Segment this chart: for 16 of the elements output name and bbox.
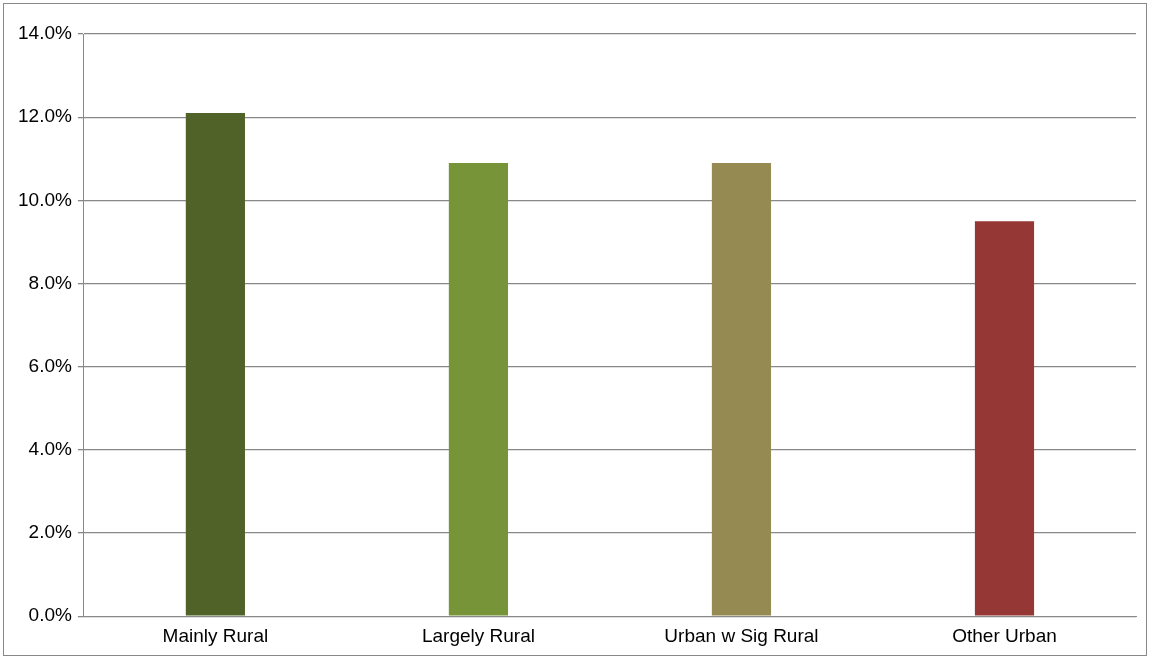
x-tick-label: Urban w Sig Rural	[664, 624, 819, 646]
bar	[448, 162, 509, 616]
x-tick-label: Mainly Rural	[162, 624, 269, 646]
y-tick-label: 2.0%	[28, 521, 72, 543]
bar	[185, 113, 245, 616]
y-tick-label: 6.0%	[28, 354, 72, 376]
y-tick-label: 12.0%	[18, 105, 72, 127]
y-tick-label: 14.0%	[18, 22, 72, 44]
bar	[711, 162, 772, 616]
y-tick-label: 10.0%	[18, 188, 72, 210]
y-tick-label: 8.0%	[28, 271, 72, 293]
y-tick-label: 4.0%	[28, 438, 72, 460]
y-tick-label: 0.0%	[28, 604, 72, 626]
bar	[974, 221, 1035, 616]
x-tick-label: Largely Rural	[421, 624, 535, 646]
x-tick-label: Other Urban	[952, 624, 1057, 646]
